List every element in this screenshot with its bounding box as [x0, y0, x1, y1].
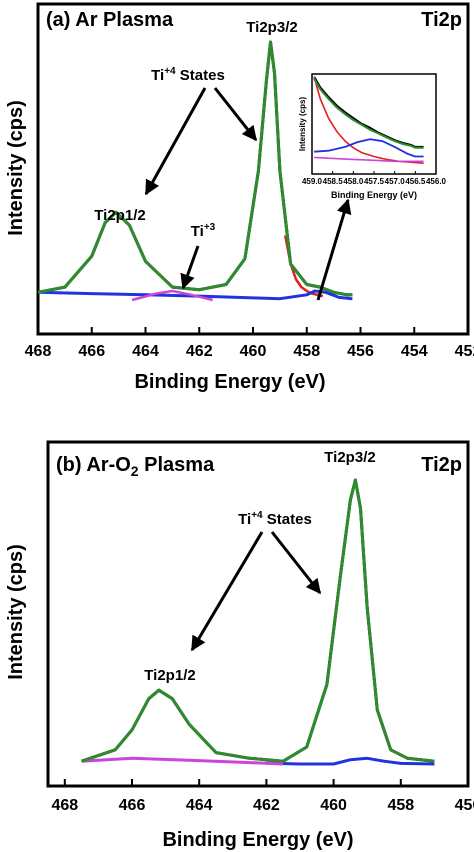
- inset-xlabel: Binding Energy (eV): [331, 190, 417, 200]
- panel-a-arrow-ti2p32: [213, 87, 258, 142]
- panel-a: 468 466 464 462 460 458 456 454 452 (a) Ar Plasm…: [5, 2, 474, 393]
- panel-b-tick-label-5: 458: [387, 797, 414, 814]
- panel-a-series-3: [131, 289, 213, 302]
- panel-a-tick-label-3: 462: [186, 343, 213, 360]
- panel-a-arrow-ti2p12: [144, 87, 207, 196]
- inset-tick-label-2: 458.0: [343, 177, 364, 186]
- panel-b-arrow-ti2p12: [190, 531, 264, 652]
- inset-tick-label-6: 456.0: [426, 177, 447, 186]
- panel-a-corner-label: Ti2p: [421, 9, 462, 31]
- panel-a-curves: [37, 40, 353, 302]
- panel-b-tick-label-2: 464: [186, 797, 213, 814]
- panel-b-corner-label: Ti2p: [421, 454, 462, 476]
- inset-series-4: [313, 78, 424, 149]
- panel-b-frame: [46, 440, 470, 788]
- inset-tick-label-4: 457.0: [385, 177, 406, 186]
- panel-b-curves: [81, 478, 435, 766]
- panel-a-tick-label-5: 458: [293, 343, 320, 360]
- panel-a-x-ticks: 468 466 464 462 460 458 456 454 452: [25, 327, 474, 360]
- panel-a-peak-main-label: Ti2p3/2: [246, 19, 297, 36]
- inset-tick-label-0: 459.0: [302, 177, 323, 186]
- inset-curves: [313, 76, 424, 164]
- panel-a-ylabel: Intensity (cps): [5, 100, 27, 236]
- panel-b-label: (b) Ar-O2 Plasma: [56, 454, 215, 479]
- panel-b-tick-label-3: 462: [253, 797, 280, 814]
- panel-a-label: (a) Ar Plasma: [46, 9, 174, 31]
- panel-b-ylabel: Intensity (cps): [5, 544, 27, 680]
- panel-b-series-3: [81, 478, 435, 763]
- panel-b-tick-label-1: 466: [119, 797, 146, 814]
- panel-a-series-4: [37, 40, 353, 297]
- panel-a-tick-label-6: 456: [347, 343, 374, 360]
- panel-b-series-1: [266, 756, 435, 766]
- panel-a-tick-label-8: 452: [455, 343, 474, 360]
- panel-a-tick-label-7: 454: [401, 343, 428, 360]
- panel-a-arrow-inset: [316, 198, 352, 301]
- panel-a-ti3-label: Ti+3: [191, 222, 216, 240]
- panel-b-peak-second-label: Ti2p1/2: [144, 667, 195, 684]
- panel-a-tick-label-0: 468: [25, 343, 52, 360]
- inset-tick-label-5: 456.5: [405, 177, 426, 186]
- panel-b-arrow-ti2p32: [270, 531, 322, 595]
- inset-ylabel: Intensity (cps): [298, 97, 307, 152]
- panel-b-x-ticks: 468 466 464 462 460 458 456: [51, 779, 474, 814]
- inset-x-ticks: 459.0 458.5 458.0 457.5 457.0 456.5 456.0: [302, 171, 447, 186]
- panel-b-tick-label-0: 468: [51, 797, 78, 814]
- panel-a-arrow-ti3: [180, 245, 200, 290]
- inset-tick-label-1: 458.5: [323, 177, 344, 186]
- panel-b-series-2: [81, 756, 284, 766]
- panel-a-xlabel: Binding Energy (eV): [134, 371, 325, 393]
- panel-b-peak-main-label: Ti2p3/2: [324, 449, 375, 466]
- panel-b: 468 466 464 462 460 458 456 (b) Ar-O2 Plasma T…: [5, 440, 474, 851]
- inset-tick-label-3: 457.5: [364, 177, 385, 186]
- panel-a-peak-second-label: Ti2p1/2: [94, 207, 145, 224]
- panel-a-tick-label-2: 464: [132, 343, 159, 360]
- panel-a-tick-label-1: 466: [78, 343, 105, 360]
- panel-b-tick-label-6: 456: [455, 797, 474, 814]
- panel-b-tick-label-4: 460: [320, 797, 347, 814]
- inset-series-3: [314, 156, 424, 163]
- inset-series-2: [314, 138, 424, 158]
- panel-b-xlabel: Binding Energy (eV): [162, 829, 353, 851]
- panel-b-ti4-label: Ti+4 States: [238, 510, 312, 528]
- panel-a-tick-label-4: 460: [240, 343, 267, 360]
- panel-a-series-2: [37, 289, 353, 301]
- panel-a-ti4-label: Ti+4 States: [151, 66, 225, 84]
- panel-a-inset: 459.0 458.5 458.0 457.5 457.0 456.5 456.0 Bind…: [298, 73, 447, 200]
